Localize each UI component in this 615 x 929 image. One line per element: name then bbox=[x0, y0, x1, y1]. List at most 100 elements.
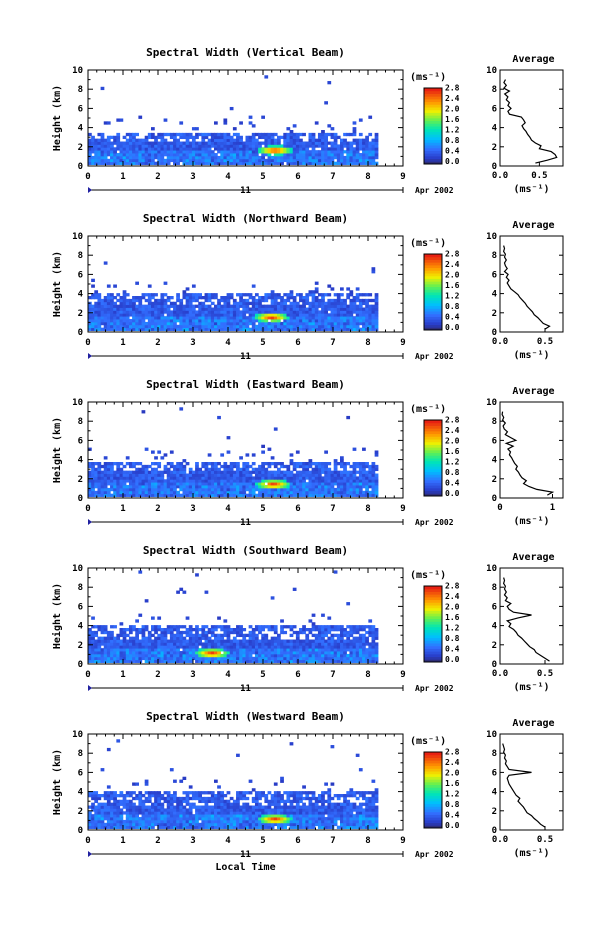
heatmap-cell bbox=[251, 453, 256, 457]
heatmap-cell bbox=[242, 155, 247, 160]
heatmap-cell bbox=[132, 324, 136, 329]
heatmap-cell bbox=[217, 147, 221, 151]
heatmap-cell bbox=[267, 307, 272, 311]
heatmap-cell bbox=[182, 487, 187, 492]
heatmap-cell bbox=[333, 135, 338, 140]
heatmap-cell bbox=[371, 313, 376, 317]
heatmap-cell bbox=[163, 487, 168, 492]
heatmap-cell bbox=[327, 616, 332, 620]
heatmap-cell bbox=[179, 467, 184, 472]
heatmap-cell bbox=[157, 304, 162, 308]
heatmap-cell bbox=[273, 298, 278, 303]
heatmap-cell bbox=[277, 307, 281, 311]
heatmap-cell bbox=[239, 467, 243, 472]
heatmap-cell bbox=[362, 141, 366, 145]
heatmap-cell bbox=[267, 493, 272, 497]
heatmap-cell bbox=[371, 487, 376, 492]
heatmap-cell bbox=[223, 467, 228, 472]
heatmap-cell bbox=[264, 493, 269, 497]
heatmap-cell bbox=[138, 327, 143, 331]
colorbar-segment bbox=[424, 474, 442, 478]
colorbar-segment bbox=[424, 463, 442, 467]
heatmap-cell bbox=[308, 462, 313, 466]
heatmap-cell bbox=[308, 135, 313, 140]
heatmap-cell bbox=[173, 310, 177, 314]
heatmap-cell bbox=[374, 656, 379, 661]
heatmap-cell bbox=[273, 304, 278, 308]
heatmap-cell bbox=[132, 473, 136, 477]
heatmap-cell bbox=[204, 464, 209, 469]
heatmap-cell bbox=[333, 462, 338, 466]
heatmap-cell bbox=[151, 319, 155, 323]
heatmap-cell bbox=[340, 141, 344, 145]
heatmap-cell bbox=[125, 298, 130, 303]
heatmap-cell bbox=[368, 327, 373, 331]
heatmap-cell bbox=[125, 487, 130, 492]
heatmap-cell bbox=[292, 296, 297, 300]
heatmap-cell bbox=[229, 493, 234, 497]
x-tick-label: 4 bbox=[225, 338, 231, 348]
heatmap-cell bbox=[346, 310, 351, 314]
heatmap-cell bbox=[343, 321, 347, 326]
heatmap-cell bbox=[157, 470, 162, 474]
heatmap-cell bbox=[198, 132, 202, 137]
heatmap-cell bbox=[185, 473, 190, 477]
heatmap-cell bbox=[292, 625, 297, 629]
heatmap-cell bbox=[198, 153, 202, 157]
heatmap-cell bbox=[305, 470, 310, 474]
heatmap-cell bbox=[141, 147, 146, 151]
heatmap-cell bbox=[128, 301, 133, 306]
heatmap-cell bbox=[336, 155, 341, 160]
heatmap-cell bbox=[163, 141, 168, 145]
heatmap-cell bbox=[220, 482, 225, 486]
colorbar-tick-label: 0.4 bbox=[445, 644, 460, 653]
heatmap-cell bbox=[226, 147, 231, 151]
heatmap-cell bbox=[116, 158, 121, 163]
heatmap-cell bbox=[311, 462, 316, 466]
heatmap-cell bbox=[254, 301, 259, 306]
heatmap-cell bbox=[106, 138, 111, 142]
heatmap-cell bbox=[151, 304, 155, 308]
heatmap-cell bbox=[106, 121, 111, 125]
heatmap-cell bbox=[176, 464, 180, 469]
heatmap-cell bbox=[103, 310, 108, 314]
heatmap-cell bbox=[106, 301, 111, 306]
heatmap-cell bbox=[317, 313, 322, 317]
y-tick-label: 0 bbox=[78, 328, 83, 338]
heatmap-cell bbox=[160, 485, 165, 489]
heatmap-cell bbox=[160, 479, 165, 483]
heatmap-cell bbox=[94, 319, 99, 323]
average-x-tick-label: 0.0 bbox=[492, 171, 508, 181]
x-tick-label: 3 bbox=[190, 504, 195, 514]
heatmap-cell bbox=[371, 319, 376, 323]
heatmap-cell bbox=[365, 150, 369, 154]
heatmap-cell bbox=[100, 132, 105, 137]
heatmap-cell bbox=[113, 493, 117, 497]
heatmap-cell bbox=[273, 473, 278, 477]
heatmap-cell bbox=[321, 485, 325, 489]
heatmap-cell bbox=[324, 155, 328, 160]
heatmap-cell bbox=[311, 324, 316, 329]
heatmap-cell bbox=[151, 633, 155, 638]
heatmap-cell bbox=[245, 487, 250, 492]
heatmap-cell bbox=[116, 307, 121, 311]
heatmap-cell bbox=[295, 135, 300, 140]
heatmap-cell bbox=[245, 493, 250, 497]
heatmap-cell bbox=[324, 153, 328, 157]
heatmap-cell bbox=[195, 313, 199, 317]
heatmap-cell bbox=[365, 639, 369, 643]
heatmap-cell bbox=[251, 467, 256, 472]
heatmap-cell bbox=[314, 324, 319, 329]
heatmap-cell bbox=[292, 161, 297, 165]
heatmap-cell bbox=[330, 127, 335, 131]
heatmap-cell bbox=[270, 150, 275, 154]
heatmap-cell bbox=[214, 132, 218, 137]
heatmap-cell bbox=[283, 473, 288, 477]
heatmap-cell bbox=[273, 144, 278, 148]
heatmap-cell bbox=[110, 462, 114, 466]
heatmap-cell bbox=[169, 479, 174, 483]
panel-3: Spectral Width (Southward Beam)0 1 2 3 4 5 6 7 8… bbox=[51, 544, 564, 694]
heatmap-cell bbox=[273, 324, 278, 329]
heatmap-cell bbox=[327, 293, 332, 297]
heatmap-cell bbox=[179, 319, 184, 323]
